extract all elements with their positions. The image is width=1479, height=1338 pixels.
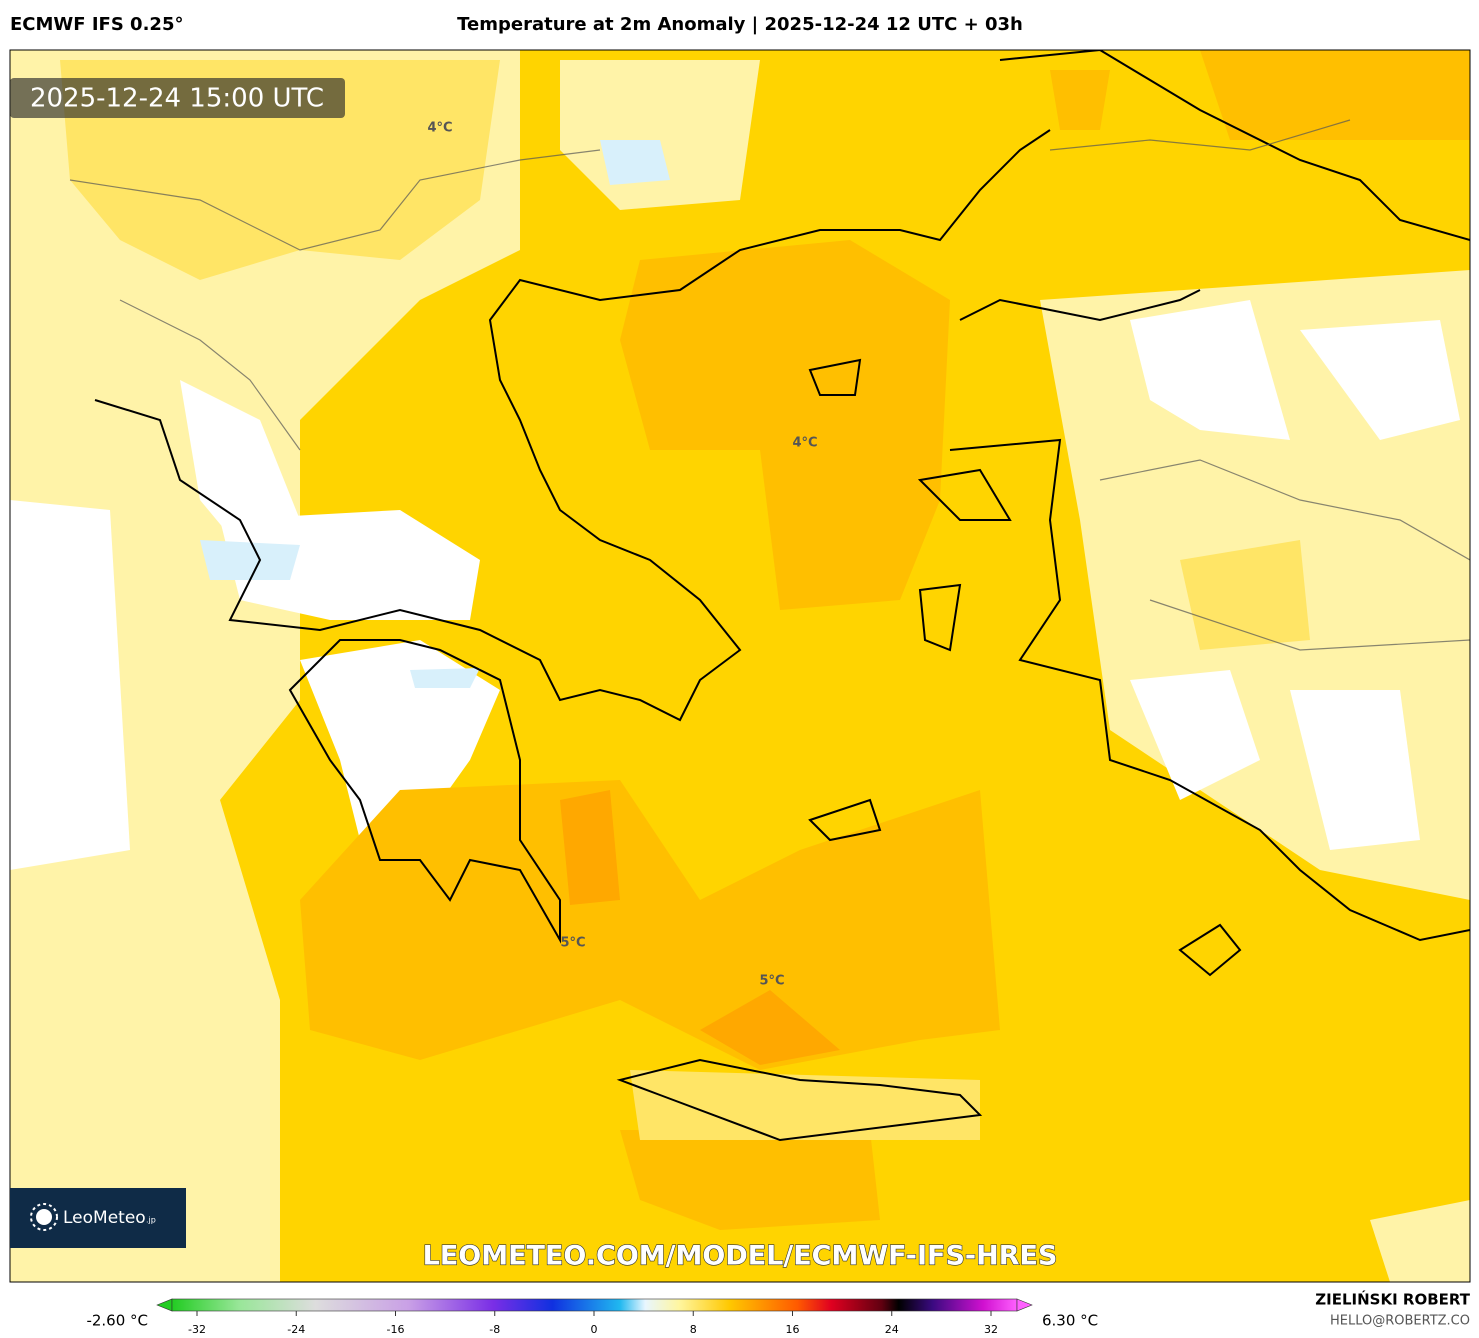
contour-label: 4°C [427,121,452,136]
colorbar-tick-label: 16 [786,1323,800,1336]
colorbar-tick-label: -8 [489,1323,500,1336]
colorbar-tick-label: 0 [591,1323,598,1336]
colorbar-tick-label: -24 [287,1323,305,1336]
watermark: LEOMETEO.COM/MODEL/ECMWF-IFS-HRES [423,1241,1058,1272]
colorbar [171,1298,1018,1312]
map-field [10,50,1470,1282]
contour-label: 5°C [560,936,585,951]
colorbar-max: 6.30 °C [1042,1312,1098,1330]
colorbar-low-arrow [156,1298,173,1312]
map-title: Temperature at 2m Anomaly | 2025-12-24 1… [457,14,1023,35]
colorbar-tick-label: -16 [387,1323,405,1336]
valid-time: 2025-12-24 15:00 UTC [30,84,324,114]
colorbar-tick-label: 32 [984,1323,998,1336]
contour-label: 5°C [759,974,784,989]
contour-labels: 4°C 4°C 5°C 5°C [427,121,817,989]
model-name: ECMWF IFS 0.25° [10,14,183,35]
logo-domain: .jp [146,1216,156,1225]
colorbar-tick-label: 24 [885,1323,899,1336]
colorbar-tick-label: -32 [188,1323,206,1336]
logo-text: LeoMeteo [63,1208,146,1228]
colorbar-min: -2.60 °C [86,1312,148,1330]
map-frame [9,49,1471,1283]
author: ZIELIŃSKI ROBERT [1315,1290,1470,1309]
logo-sun [36,1209,52,1225]
logo-rays [30,1203,58,1231]
time-box [10,78,345,118]
contour-label: 4°C [792,436,817,451]
colorbar-high-arrow [1016,1298,1033,1312]
colorbar-tick-label: 8 [690,1323,697,1336]
email: HELLO@ROBERTZ.CO [1330,1314,1470,1329]
